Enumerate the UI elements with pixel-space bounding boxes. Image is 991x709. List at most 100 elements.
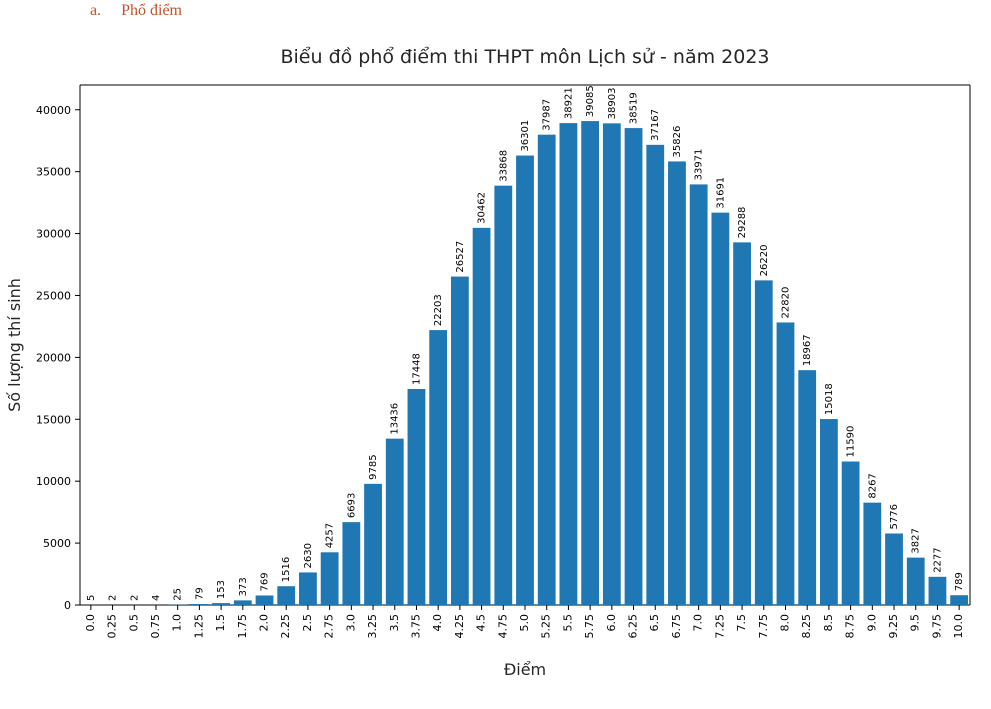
x-tick-label: 2.5 xyxy=(301,614,314,632)
bar xyxy=(929,577,947,605)
y-tick-label: 30000 xyxy=(36,228,71,241)
x-tick-label: 1.25 xyxy=(192,614,205,639)
bar xyxy=(581,121,599,605)
x-tick-label: 9.75 xyxy=(930,614,943,639)
x-tick-label: 10.0 xyxy=(952,614,965,639)
bar-value-label: 26527 xyxy=(455,241,466,273)
bar xyxy=(473,228,491,605)
bar-value-label: 22820 xyxy=(780,287,791,319)
x-tick-label: 9.0 xyxy=(865,614,878,632)
bar-value-label: 4257 xyxy=(325,523,336,548)
x-tick-label: 4.75 xyxy=(496,614,509,639)
caption-bullet: a. xyxy=(90,2,101,19)
x-tick-label: 8.0 xyxy=(778,614,791,632)
bar xyxy=(256,595,274,605)
y-tick-label: 35000 xyxy=(36,166,71,179)
chart-container: Biểu đồ phổ điểm thi THPT môn Lịch sử - … xyxy=(0,30,991,709)
bar xyxy=(842,462,860,605)
bar-value-label: 38921 xyxy=(563,87,574,119)
x-tick-label: 8.25 xyxy=(800,614,813,639)
x-tick-label: 7.5 xyxy=(735,614,748,632)
x-tick-label: 2.75 xyxy=(323,614,336,639)
x-tick-label: 9.25 xyxy=(887,614,900,639)
bar-value-label: 153 xyxy=(216,580,227,599)
bar xyxy=(516,156,534,605)
bar xyxy=(907,558,925,605)
score-distribution-chart: Biểu đồ phổ điểm thi THPT môn Lịch sử - … xyxy=(0,30,991,709)
bar xyxy=(798,370,816,605)
y-tick-label: 40000 xyxy=(36,104,71,117)
bar-value-label: 39085 xyxy=(585,85,596,117)
bar xyxy=(494,186,512,605)
y-tick-label: 15000 xyxy=(36,413,71,426)
x-tick-label: 2.25 xyxy=(279,614,292,639)
x-tick-label: 0.5 xyxy=(127,614,140,632)
bar xyxy=(646,145,664,605)
x-tick-label: 2.0 xyxy=(258,614,271,632)
x-tick-label: 1.0 xyxy=(171,614,184,632)
x-tick-label: 8.75 xyxy=(844,614,857,639)
x-axis-label: Điểm xyxy=(504,660,546,679)
bar xyxy=(690,184,708,605)
bar xyxy=(299,572,317,605)
y-axis-label: Số lượng thí sinh xyxy=(5,278,24,412)
y-tick-label: 25000 xyxy=(36,289,71,302)
x-tick-label: 6.5 xyxy=(648,614,661,632)
bar xyxy=(190,604,208,605)
bar xyxy=(429,330,447,605)
bar xyxy=(625,128,643,605)
bar-value-label: 9785 xyxy=(368,454,379,479)
y-tick-label: 5000 xyxy=(43,537,71,550)
bar xyxy=(711,213,729,605)
y-tick-label: 20000 xyxy=(36,351,71,364)
x-tick-label: 3.25 xyxy=(366,614,379,639)
section-caption: a. Phổ điểm xyxy=(90,2,182,20)
x-tick-label: 7.0 xyxy=(692,614,705,632)
bar xyxy=(863,503,881,605)
bar-value-label: 2630 xyxy=(303,543,314,568)
x-tick-label: 9.5 xyxy=(909,614,922,632)
bar-value-label: 15018 xyxy=(824,383,835,415)
bar xyxy=(560,123,578,605)
bar-value-label: 18967 xyxy=(802,334,813,366)
bar-value-label: 1516 xyxy=(281,557,292,582)
x-tick-label: 4.0 xyxy=(431,614,444,632)
bar xyxy=(733,242,751,605)
bar xyxy=(342,522,360,605)
bar-value-label: 2277 xyxy=(932,547,943,572)
bar-value-label: 2 xyxy=(108,595,119,601)
bar xyxy=(386,439,404,605)
bar-value-label: 38519 xyxy=(629,92,640,124)
bar-value-label: 3827 xyxy=(911,528,922,553)
bar xyxy=(777,322,795,605)
bar xyxy=(451,277,469,605)
bar-value-label: 22203 xyxy=(433,294,444,326)
bar-value-label: 4 xyxy=(151,595,162,601)
bar xyxy=(364,484,382,605)
x-tick-label: 0.25 xyxy=(106,614,119,639)
x-tick-label: 5.25 xyxy=(540,614,553,639)
bar-value-label: 789 xyxy=(954,572,965,591)
x-tick-label: 6.75 xyxy=(670,614,683,639)
x-tick-label: 4.5 xyxy=(475,614,488,632)
bar-value-label: 6693 xyxy=(346,493,357,518)
x-tick-label: 4.25 xyxy=(453,614,466,639)
x-tick-label: 5.75 xyxy=(583,614,596,639)
bar-value-label: 38903 xyxy=(607,88,618,120)
bar-value-label: 31691 xyxy=(715,177,726,209)
bar xyxy=(538,135,556,605)
x-tick-label: 3.75 xyxy=(409,614,422,639)
bar xyxy=(755,280,773,605)
x-tick-label: 7.25 xyxy=(713,614,726,639)
x-tick-label: 3.5 xyxy=(388,614,401,632)
bar xyxy=(234,600,252,605)
bar-value-label: 2 xyxy=(129,595,140,601)
x-tick-label: 1.75 xyxy=(236,614,249,639)
x-tick-label: 3.0 xyxy=(344,614,357,632)
bar xyxy=(408,389,426,605)
bar-value-label: 5 xyxy=(86,595,97,601)
x-tick-label: 0.75 xyxy=(149,614,162,639)
bar-value-label: 373 xyxy=(238,577,249,596)
x-tick-label: 6.0 xyxy=(605,614,618,632)
y-tick-label: 10000 xyxy=(36,475,71,488)
